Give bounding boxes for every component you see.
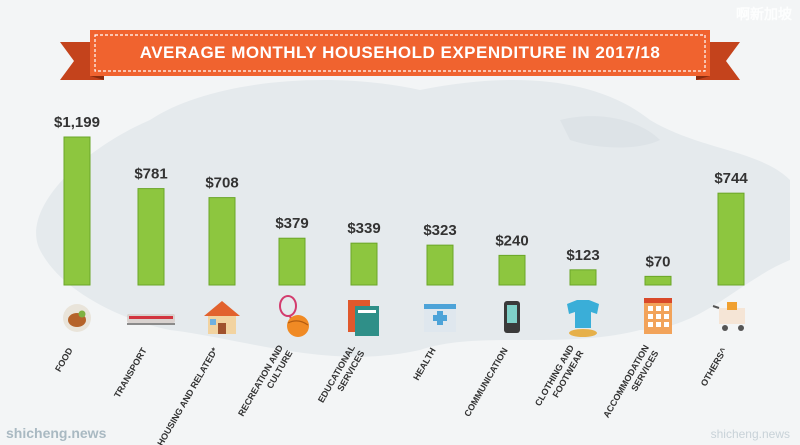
value-label: $70 — [645, 253, 670, 270]
value-label: $339 — [347, 220, 380, 237]
house-icon — [204, 301, 240, 334]
phone-icon — [504, 301, 520, 333]
bar-9 — [644, 275, 672, 286]
shirt-shoes-icon — [567, 300, 599, 337]
category-label: ACCOMMODATIONSERVICES — [601, 343, 660, 425]
category-label: COMMUNICATION — [462, 346, 510, 418]
category-label: OTHERS^ — [699, 345, 729, 388]
category-label: EDUCATIONALSERVICES — [316, 343, 367, 410]
category-label: HEALTH — [411, 346, 438, 382]
category-label: CLOTHING ANDFOOTWEAR — [533, 343, 586, 413]
racket-ball-icon — [279, 295, 309, 337]
hotel-icon — [644, 298, 672, 334]
title-banner — [60, 30, 740, 80]
watermark-top-right: 啊新加坡 — [736, 6, 792, 22]
value-label: $708 — [205, 175, 238, 192]
train-icon — [127, 314, 175, 325]
value-label: $240 — [495, 232, 528, 249]
category-label: FOOD — [53, 346, 75, 374]
category-label: HOUSING AND RELATED* — [155, 346, 220, 445]
bar-10 — [717, 192, 745, 286]
value-label: $323 — [423, 222, 456, 239]
value-label: $781 — [134, 166, 167, 183]
bar-8 — [569, 269, 597, 286]
shopping-cart-icon — [712, 302, 745, 331]
value-label: $744 — [714, 170, 748, 187]
bar-2 — [137, 188, 165, 286]
bar-4 — [278, 237, 306, 286]
bar-5 — [350, 242, 378, 286]
value-label: $1,199 — [54, 114, 100, 131]
bar-3 — [208, 197, 236, 286]
food-icon — [63, 304, 91, 332]
watermark-bottom-right: shicheng.news — [710, 427, 790, 441]
books-icon — [348, 300, 379, 336]
bar-6 — [426, 244, 454, 286]
hospital-icon — [424, 304, 456, 332]
bar-1 — [63, 136, 91, 286]
category-label: RECREATION ANDCULTURE — [236, 343, 295, 424]
bar-7 — [498, 254, 526, 286]
chart-title: AVERAGE MONTHLY HOUSEHOLD EXPENDITURE IN… — [139, 43, 661, 62]
value-label: $379 — [275, 215, 308, 232]
watermark-bottom-left: shicheng.news — [6, 425, 107, 441]
category-label: TRANSPORT — [112, 346, 149, 400]
value-label: $123 — [566, 247, 599, 264]
